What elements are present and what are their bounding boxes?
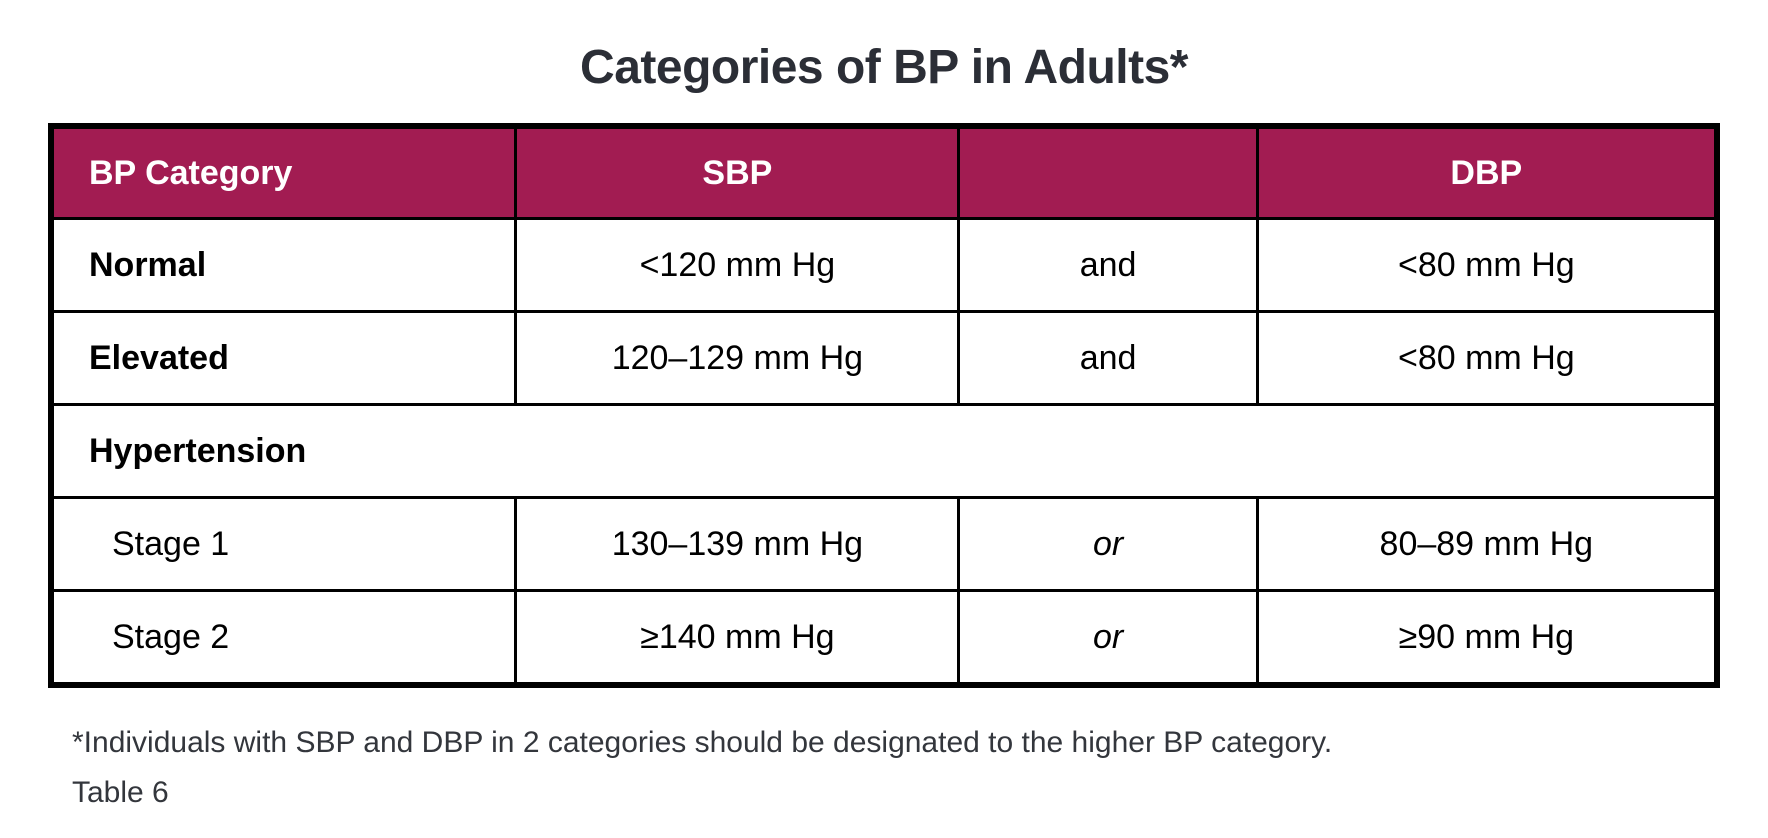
sbp-cell: <120 mm Hg bbox=[514, 217, 961, 313]
page-title: Categories of BP in Adults* bbox=[580, 41, 1188, 94]
category-cell: Elevated bbox=[49, 310, 518, 406]
connector-cell: or bbox=[957, 496, 1259, 592]
category-cell: Stage 2 bbox=[49, 589, 518, 687]
connector-cell: or bbox=[957, 589, 1259, 687]
header-row: BP Category SBP DBP bbox=[49, 124, 1719, 220]
sbp-cell: 130–139 mm Hg bbox=[514, 496, 961, 592]
header-sbp: SBP bbox=[514, 124, 961, 220]
section-row: Hypertension bbox=[49, 403, 1719, 499]
table-row: Normal <120 mm Hg and <80 mm Hg bbox=[49, 217, 1719, 313]
bp-categories-table: BP Category SBP DBP Normal <120 mm Hg and <… bbox=[48, 123, 1720, 688]
header-dbp: DBP bbox=[1255, 124, 1719, 220]
table-row: Stage 2 ≥140 mm Hg or ≥90 mm Hg bbox=[49, 589, 1719, 687]
table-number-label: Table 6 bbox=[72, 776, 169, 809]
dbp-cell: 80–89 mm Hg bbox=[1255, 496, 1719, 592]
category-cell: Normal bbox=[49, 217, 518, 313]
table-row: Elevated 120–129 mm Hg and <80 mm Hg bbox=[49, 310, 1719, 406]
sbp-cell: 120–129 mm Hg bbox=[514, 310, 961, 406]
connector-cell: and bbox=[957, 310, 1259, 406]
dbp-cell: ≥90 mm Hg bbox=[1255, 589, 1719, 687]
category-cell: Stage 1 bbox=[49, 496, 518, 592]
footnote: *Individuals with SBP and DBP in 2 categ… bbox=[72, 726, 1333, 759]
bp-table-body: Normal <120 mm Hg and <80 mm Hg Elevated 120–… bbox=[49, 217, 1719, 687]
connector-cell: and bbox=[957, 217, 1259, 313]
section-category-cell: Hypertension bbox=[49, 403, 1719, 499]
bp-table-container: BP Category SBP DBP Normal <120 mm Hg and <… bbox=[48, 123, 1720, 688]
header-connector bbox=[957, 124, 1259, 220]
dbp-cell: <80 mm Hg bbox=[1255, 310, 1719, 406]
table-header: BP Category SBP DBP bbox=[49, 124, 1719, 220]
sbp-cell: ≥140 mm Hg bbox=[514, 589, 961, 687]
table-row: Stage 1 130–139 mm Hg or 80–89 mm Hg bbox=[49, 496, 1719, 592]
header-bp-category: BP Category bbox=[49, 124, 518, 220]
dbp-cell: <80 mm Hg bbox=[1255, 217, 1719, 313]
